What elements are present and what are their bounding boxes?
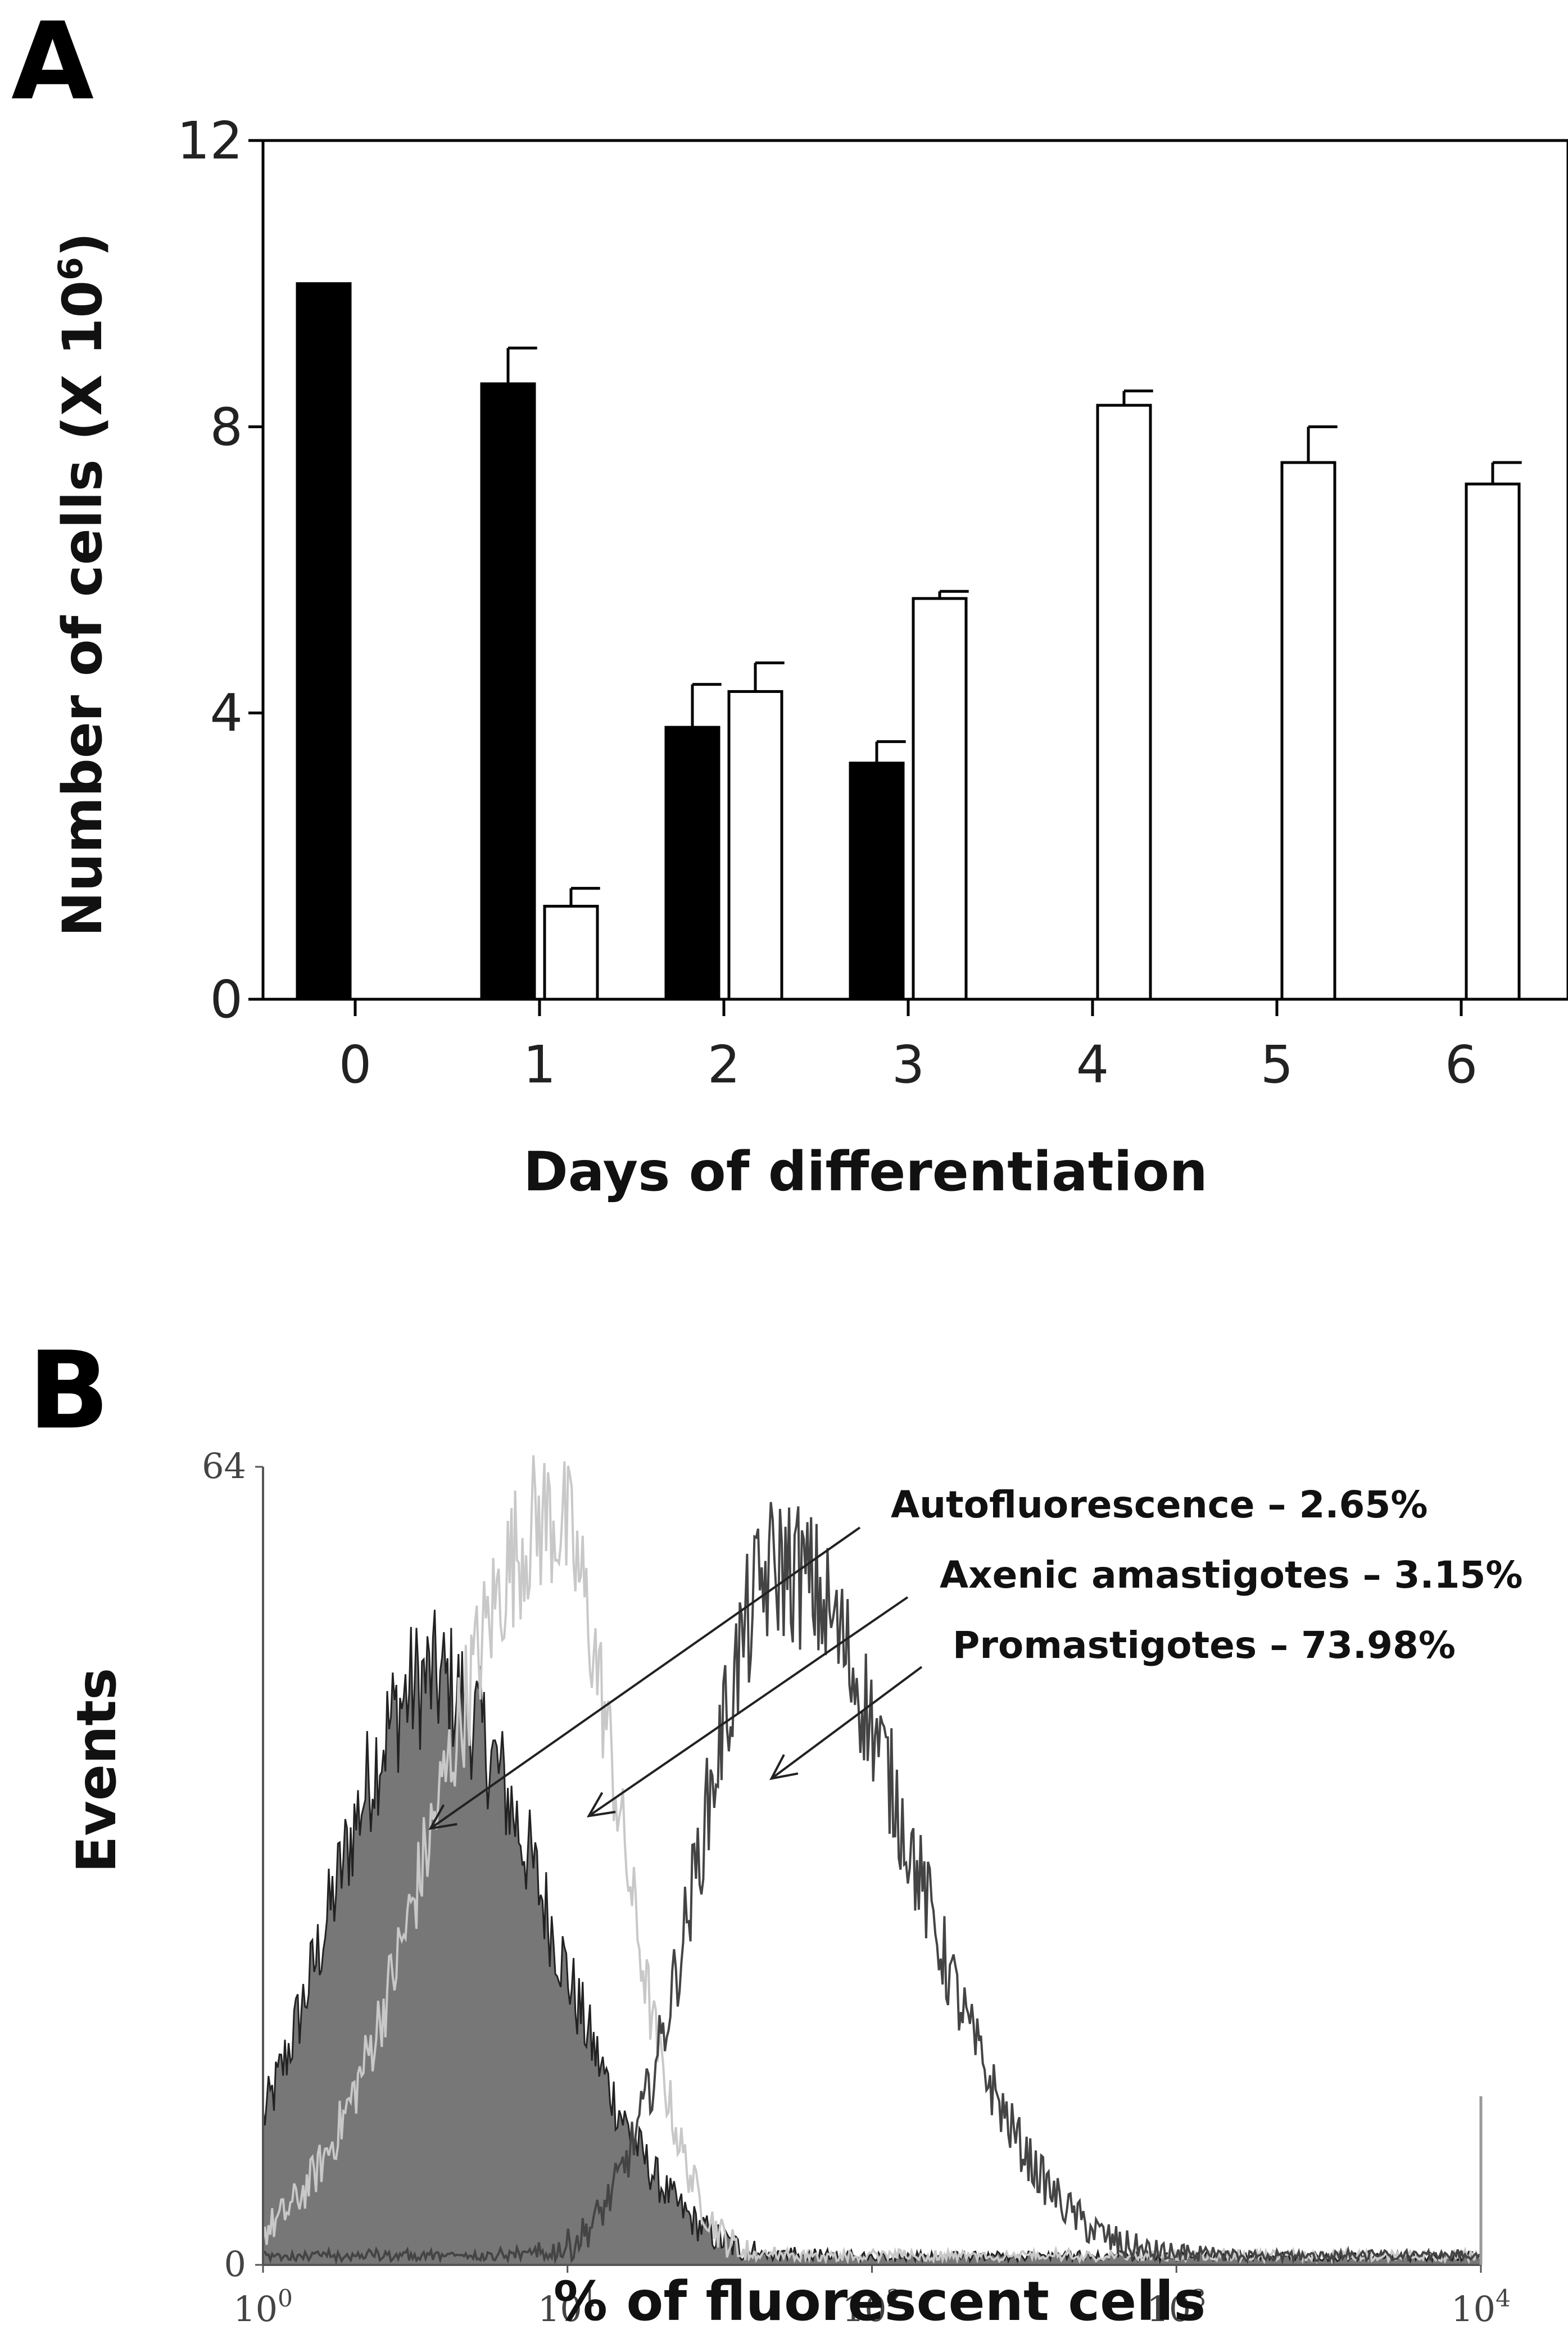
bar-promastigotes — [296, 282, 352, 1001]
annotation-label-autofluorescence: Autofluorescence – 2.65% — [891, 1483, 1428, 1526]
x-tick-label: 104 — [1451, 2285, 1511, 2330]
bar-axenic-amastigotes — [727, 690, 783, 1001]
annotation-arrowhead — [428, 1804, 457, 1830]
panel-b-histograms — [262, 1455, 1482, 2266]
x-tick-label: 103 — [1146, 2285, 1206, 2330]
bar-promastigotes — [664, 726, 720, 1001]
y-title-close: ) — [51, 232, 114, 257]
annotation-arrowhead — [769, 1754, 799, 1780]
annotation-arrow — [588, 1596, 909, 1817]
panel-b-letter: B — [28, 1329, 110, 1453]
y-tick-label: 0 — [224, 2244, 246, 2285]
x-tick-label: 2 — [708, 1035, 741, 1095]
panel-b-annotations: Autofluorescence – 2.65% Axenic amastigot… — [428, 1483, 1523, 1830]
x-tick-label: 0 — [339, 1035, 372, 1095]
panel-b-x-axis-title: % of fluorescent cells — [554, 2270, 1206, 2333]
panel-a-y-axis-title: Number of cells (X 106) — [51, 232, 114, 936]
x-tick-label: 100 — [233, 2285, 293, 2330]
y-tick-label: 12 — [177, 111, 243, 171]
bar-axenic-amastigotes — [543, 904, 599, 1001]
panel-b-y-axis-title: Events — [65, 1668, 128, 1873]
x-tick-label: 102 — [842, 2285, 902, 2330]
bar-promastigotes — [480, 382, 536, 1001]
panel-b-x-ticks: 100 101 102 103 104 — [233, 2265, 1511, 2330]
panel-a-y-ticks: 0 4 8 12 — [177, 111, 263, 1030]
bar-axenic-amastigotes — [912, 597, 968, 1001]
panel-a-bars — [296, 282, 1522, 1001]
panel-a-x-axis-title: Days of differentiation — [523, 1140, 1208, 1203]
histogram-promastigotes — [262, 1502, 1481, 2265]
x-tick-label: 101 — [538, 2285, 597, 2330]
annotation-arrowhead — [586, 1792, 616, 1818]
annotation-arrow — [429, 1526, 861, 1830]
bar-axenic-amastigotes — [1096, 404, 1152, 1001]
panel-a-letter: A — [11, 0, 94, 124]
y-tick-label: 8 — [210, 397, 243, 457]
x-tick-label: 5 — [1261, 1035, 1294, 1095]
x-tick-label: 1 — [523, 1035, 556, 1095]
bar-promastigotes — [849, 762, 905, 1001]
bar-axenic-amastigotes — [1280, 461, 1336, 1001]
histogram-axenic-amastigotes — [262, 1455, 1481, 2265]
panel-a-x-ticks: 0 1 2 3 4 5 6 — [339, 999, 1478, 1095]
annotation-label-axenic-amastigotes: Axenic amastigotes – 3.15% — [940, 1553, 1523, 1597]
y-tick-label: 64 — [202, 1445, 246, 1486]
y-title-main: Number of cells (X 10 — [51, 280, 114, 937]
x-tick-label: 3 — [892, 1035, 925, 1095]
bar-axenic-amastigotes — [1465, 482, 1521, 1001]
x-tick-label: 6 — [1445, 1035, 1478, 1095]
y-tick-label: 0 — [210, 969, 243, 1030]
annotation-arrow — [771, 1666, 923, 1780]
x-tick-label: 4 — [1076, 1035, 1109, 1095]
annotation-label-promastigotes: Promastigotes – 73.98% — [953, 1624, 1456, 1667]
panel-b: B Events 0 64 100 101 102 103 104 Autofluores… — [28, 1329, 1523, 2333]
panel-b-y-ticks: 0 64 — [202, 1445, 263, 2285]
y-title-exp: 6 — [51, 257, 90, 280]
y-tick-label: 4 — [210, 683, 243, 744]
